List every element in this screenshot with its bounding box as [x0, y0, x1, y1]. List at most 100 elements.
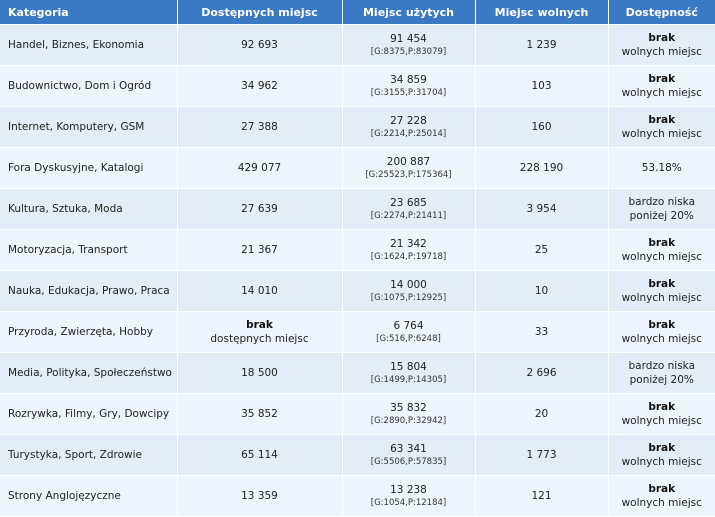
category-cell: Kultura, Sztuka, Moda — [0, 188, 178, 230]
free-value: 1 773 — [526, 449, 557, 461]
free-cell: 20 — [475, 393, 609, 435]
status-cell: bardzo niska poniżej 20% — [608, 352, 715, 394]
used-value: 15 804 — [390, 361, 427, 373]
table-row: Nauka, Edukacja, Prawo, Praca 14 010 14 00… — [0, 270, 715, 312]
used-cell: 14 000 [G:1075,P:12925] — [342, 270, 476, 312]
category-name: Fora Dyskusyjne, Katalogi — [8, 162, 144, 174]
status-badge: brak — [648, 401, 676, 413]
free-value: 2 696 — [526, 367, 557, 379]
status-text: bardzo niska poniżej 20% — [628, 196, 696, 222]
status-text: bardzo niska poniżej 20% — [628, 360, 696, 386]
available-cell: 35 852 — [177, 393, 343, 435]
status-cell: brak wolnych miejsc — [608, 65, 715, 107]
category-cell: Internet, Komputery, GSM — [0, 106, 178, 148]
used-cell: 21 342 [G:1624,P:19718] — [342, 229, 476, 271]
status-cell: 53.18% — [608, 147, 715, 189]
available-cell: 92 693 — [177, 24, 343, 66]
header-available: Dostępnych miejsc — [177, 0, 343, 25]
category-name: Przyroda, Zwierzęta, Hobby — [8, 326, 154, 338]
table-header: Kategoria Dostępnych miejsc Miejsc użyty… — [0, 0, 715, 25]
used-value: 34 859 — [390, 74, 427, 86]
free-value: 33 — [534, 326, 549, 338]
status-cell: brak wolnych miejsc — [608, 434, 715, 476]
available-cell: 27 639 — [177, 188, 343, 230]
available-cell: 429 077 — [177, 147, 343, 189]
table-row: Przyroda, Zwierzęta, Hobby brak dostępnych… — [0, 311, 715, 353]
free-value: 10 — [534, 285, 549, 297]
category-cell: Rozrywka, Filmy, Gry, Dowcipy — [0, 393, 178, 435]
category-name: Kultura, Sztuka, Moda — [8, 203, 123, 215]
used-detail: [G:1075,P:12925] — [370, 293, 447, 303]
status-text: wolnych miejsc — [621, 333, 702, 345]
used-cell: 63 341 [G:5506,P:57835] — [342, 434, 476, 476]
available-cell: 65 114 — [177, 434, 343, 476]
status-text: wolnych miejsc — [621, 415, 702, 427]
header-category: Kategoria — [0, 0, 178, 25]
free-cell: 2 696 — [475, 352, 609, 394]
free-cell: 25 — [475, 229, 609, 271]
status-cell: bardzo niska poniżej 20% — [608, 188, 715, 230]
table-row: Strony Anglojęzyczne 13 359 13 238 [G:1054,… — [0, 475, 715, 517]
used-detail: [G:3155,P:31704] — [370, 88, 447, 98]
status-cell: brak wolnych miejsc — [608, 270, 715, 312]
available-value: 13 359 — [241, 490, 278, 502]
available-cell: 27 388 — [177, 106, 343, 148]
free-value: 228 190 — [519, 162, 564, 174]
status-text: wolnych miejsc — [621, 456, 702, 468]
used-value: 14 000 — [390, 279, 427, 291]
status-cell: brak wolnych miejsc — [608, 24, 715, 66]
table-row: Handel, Biznes, Ekonomia 92 693 91 454 [G:8… — [0, 24, 715, 66]
free-cell: 228 190 — [475, 147, 609, 189]
available-cell: 21 367 — [177, 229, 343, 271]
available-value: 27 388 — [241, 121, 278, 133]
category-cell: Budownictwo, Dom i Ogród — [0, 65, 178, 107]
used-detail: [G:1054,P:12184] — [370, 498, 447, 508]
used-value: 91 454 — [390, 33, 427, 45]
available-value: 65 114 — [241, 449, 278, 461]
category-name: Media, Polityka, Społeczeństwo — [8, 367, 172, 379]
used-cell: 23 685 [G:2274,P:21411] — [342, 188, 476, 230]
table-row: Turystyka, Sport, Zdrowie 65 114 63 341 [G:… — [0, 434, 715, 476]
table-body: Handel, Biznes, Ekonomia 92 693 91 454 [G:8… — [0, 24, 715, 517]
status-badge: brak — [648, 32, 676, 44]
used-detail: [G:2890,P:32942] — [370, 416, 447, 426]
available-cell: 13 359 — [177, 475, 343, 517]
free-cell: 121 — [475, 475, 609, 517]
free-cell: 3 954 — [475, 188, 609, 230]
category-name: Nauka, Edukacja, Prawo, Praca — [8, 285, 170, 297]
header-availability: Dostępność — [608, 0, 715, 25]
category-cell: Fora Dyskusyjne, Katalogi — [0, 147, 178, 189]
available-cell: 34 962 — [177, 65, 343, 107]
status-text: wolnych miejsc — [621, 497, 702, 509]
table-row: Fora Dyskusyjne, Katalogi 429 077 200 887 [… — [0, 147, 715, 189]
used-cell: 200 887 [G:25523,P:175364] — [342, 147, 476, 189]
used-value: 23 685 — [390, 197, 427, 209]
used-value: 35 832 — [390, 402, 427, 414]
free-value: 20 — [534, 408, 549, 420]
category-cell: Przyroda, Zwierzęta, Hobby — [0, 311, 178, 353]
status-cell: brak wolnych miejsc — [608, 393, 715, 435]
available-value: 18 500 — [241, 367, 278, 379]
status-text: wolnych miejsc — [621, 128, 702, 140]
status-badge: brak — [648, 483, 676, 495]
table-row: Internet, Komputery, GSM 27 388 27 228 [G:2… — [0, 106, 715, 148]
available-value: 14 010 — [241, 285, 278, 297]
status-badge: brak — [648, 73, 676, 85]
status-text: 53.18% — [641, 162, 682, 174]
category-cell: Turystyka, Sport, Zdrowie — [0, 434, 178, 476]
available-value: 27 639 — [241, 203, 278, 215]
category-name: Rozrywka, Filmy, Gry, Dowcipy — [8, 408, 170, 420]
used-detail: [G:2214,P:25014] — [370, 129, 447, 139]
category-name: Handel, Biznes, Ekonomia — [8, 39, 145, 51]
category-cell: Motoryzacja, Transport — [0, 229, 178, 271]
free-value: 160 — [531, 121, 552, 133]
free-value: 121 — [531, 490, 552, 502]
used-detail: [G:2274,P:21411] — [370, 211, 447, 221]
header-used: Miejsc użytych — [342, 0, 476, 25]
available-cell: 14 010 — [177, 270, 343, 312]
available-value: 21 367 — [241, 244, 278, 256]
used-cell: 27 228 [G:2214,P:25014] — [342, 106, 476, 148]
used-detail: [G:8375,P:83079] — [370, 47, 447, 57]
status-badge: brak — [648, 319, 676, 331]
